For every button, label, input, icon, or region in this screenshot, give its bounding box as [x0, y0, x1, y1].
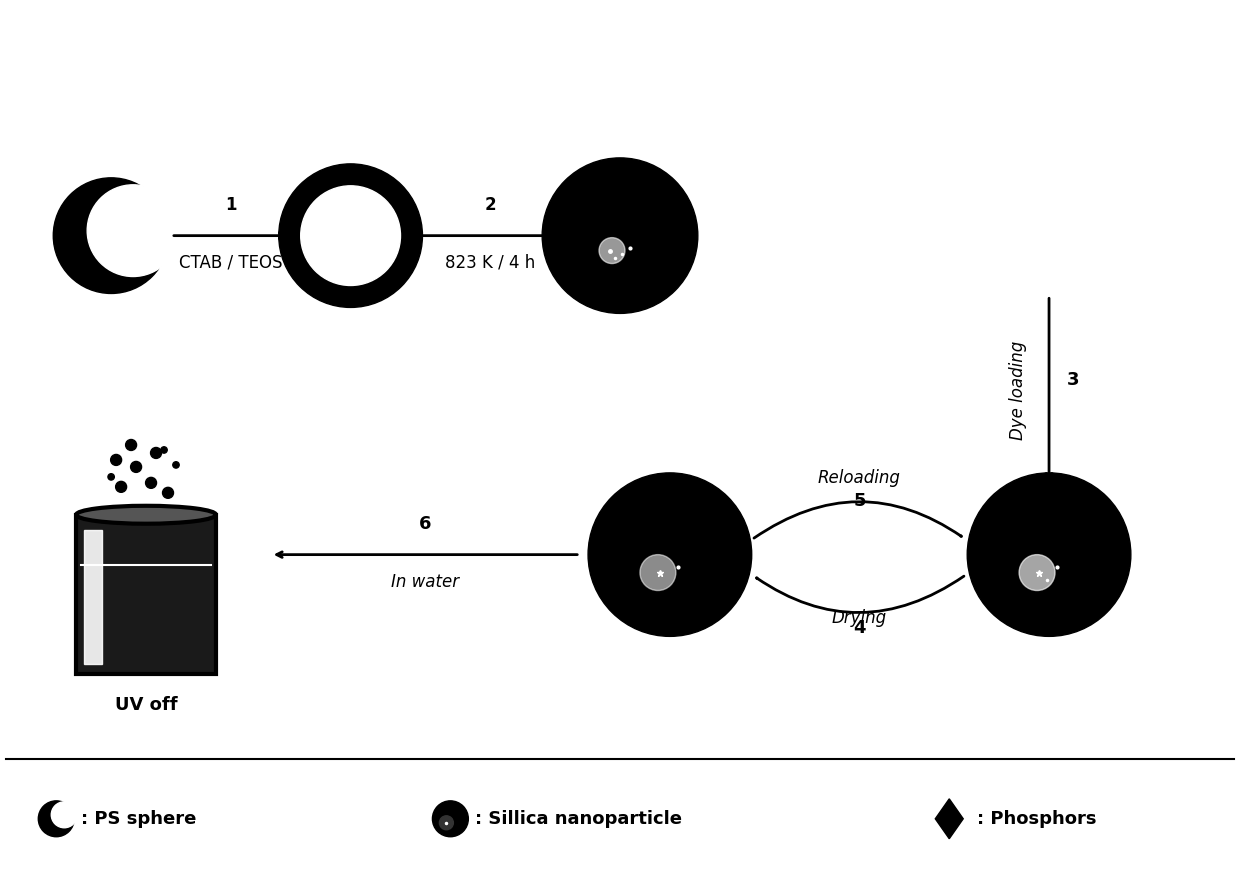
- Text: : Sillica nanoparticle: : Sillica nanoparticle: [475, 809, 682, 828]
- Bar: [84, 529, 102, 664]
- Circle shape: [115, 481, 126, 493]
- Circle shape: [108, 473, 114, 480]
- Circle shape: [51, 802, 77, 828]
- Circle shape: [161, 447, 167, 453]
- Circle shape: [150, 447, 161, 458]
- Circle shape: [542, 158, 698, 313]
- Text: 5: 5: [853, 492, 866, 510]
- Text: Reloading: Reloading: [818, 469, 901, 486]
- Circle shape: [640, 555, 676, 591]
- Text: 3: 3: [1066, 371, 1080, 389]
- Text: 6: 6: [419, 514, 432, 533]
- Circle shape: [599, 238, 625, 263]
- Circle shape: [87, 185, 179, 276]
- Text: CTAB / TEOS: CTAB / TEOS: [179, 254, 283, 271]
- Circle shape: [162, 487, 174, 498]
- Circle shape: [279, 164, 423, 307]
- Text: : PS sphere: : PS sphere: [81, 809, 197, 828]
- Circle shape: [967, 473, 1131, 636]
- Text: Drying: Drying: [832, 610, 887, 627]
- Text: In water: In water: [392, 572, 460, 591]
- Circle shape: [110, 454, 122, 466]
- Circle shape: [145, 478, 156, 488]
- Circle shape: [130, 461, 141, 472]
- Text: 1: 1: [226, 196, 237, 214]
- Circle shape: [53, 178, 169, 293]
- Text: 823 K / 4 h: 823 K / 4 h: [445, 254, 536, 271]
- Circle shape: [439, 816, 454, 829]
- Ellipse shape: [76, 506, 216, 524]
- Text: : Phosphors: : Phosphors: [977, 809, 1096, 828]
- Text: 4: 4: [853, 620, 866, 637]
- FancyArrowPatch shape: [756, 576, 963, 612]
- Circle shape: [301, 186, 401, 285]
- Circle shape: [1019, 555, 1055, 591]
- Circle shape: [125, 439, 136, 451]
- FancyArrowPatch shape: [754, 501, 961, 538]
- Text: UV off: UV off: [115, 696, 177, 714]
- Text: Dye loading: Dye loading: [1009, 340, 1027, 440]
- Circle shape: [38, 801, 74, 836]
- Text: 2: 2: [485, 196, 496, 214]
- Circle shape: [433, 801, 469, 836]
- FancyBboxPatch shape: [76, 514, 216, 675]
- Polygon shape: [935, 799, 963, 839]
- Circle shape: [172, 462, 180, 468]
- Circle shape: [588, 473, 751, 636]
